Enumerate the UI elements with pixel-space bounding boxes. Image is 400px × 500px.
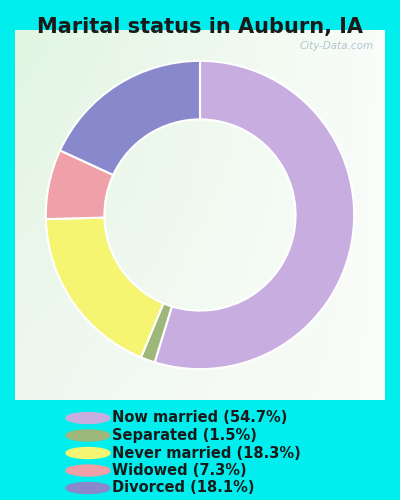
Text: Never married (18.3%): Never married (18.3%) <box>112 446 301 460</box>
Circle shape <box>66 465 110 476</box>
Circle shape <box>66 448 110 458</box>
Circle shape <box>66 430 110 441</box>
Wedge shape <box>46 150 113 219</box>
Text: Marital status in Auburn, IA: Marital status in Auburn, IA <box>37 18 363 38</box>
Wedge shape <box>155 61 354 369</box>
Wedge shape <box>60 61 200 175</box>
Text: Now married (54.7%): Now married (54.7%) <box>112 410 287 426</box>
Wedge shape <box>141 304 172 362</box>
Circle shape <box>66 412 110 424</box>
Text: Separated (1.5%): Separated (1.5%) <box>112 428 257 443</box>
Text: City-Data.com: City-Data.com <box>300 41 374 51</box>
Text: Divorced (18.1%): Divorced (18.1%) <box>112 480 254 496</box>
Circle shape <box>66 482 110 494</box>
Text: Widowed (7.3%): Widowed (7.3%) <box>112 463 247 478</box>
Wedge shape <box>46 218 163 358</box>
